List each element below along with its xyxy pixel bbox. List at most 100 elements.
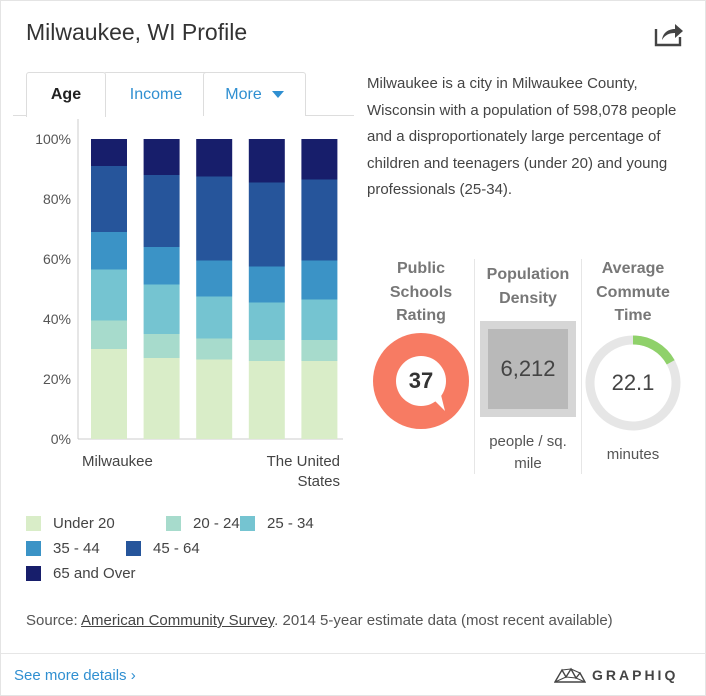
- legend-label: 65 and Over: [53, 565, 136, 582]
- source-suffix: . 2014 5-year estimate data (most recent…: [274, 612, 613, 629]
- bar-segment: [196, 139, 233, 177]
- bar-segment: [301, 361, 338, 439]
- y-tick-label: 20%: [43, 371, 71, 387]
- legend-label: Under 20: [53, 515, 115, 532]
- density-title-line: Density: [499, 289, 557, 307]
- bar-segment: [91, 269, 127, 321]
- commute-unit: minutes: [606, 446, 660, 463]
- tab-income[interactable]: Income: [103, 72, 209, 116]
- stat-divider: [581, 259, 582, 474]
- legend-swatch: [240, 516, 255, 531]
- y-tick-label: 60%: [43, 251, 71, 267]
- schools-title-line: Public: [396, 260, 445, 277]
- chevron-down-icon: [271, 91, 284, 98]
- bar-segment: [196, 260, 233, 297]
- bar-segment: [248, 266, 285, 303]
- bar-segment: [143, 334, 180, 358]
- density-unit-line: mile: [514, 455, 542, 472]
- bar-segment: [196, 176, 233, 261]
- y-tick-label: 0%: [51, 431, 71, 447]
- legend-label: 25 - 34: [267, 515, 314, 532]
- bar-segment: [91, 320, 127, 349]
- bar-segment: [301, 340, 338, 361]
- source-link[interactable]: American Community Survey: [81, 612, 275, 629]
- x-tick-label: States: [297, 473, 340, 490]
- tab-more-label: More: [225, 85, 262, 103]
- legend-item: 20 - 24: [166, 515, 240, 532]
- legend-label: 45 - 64: [153, 540, 200, 557]
- legend-swatch: [26, 516, 41, 531]
- graphiq-logo-icon: [554, 667, 586, 683]
- bar-segment: [301, 139, 338, 180]
- bar-segment: [248, 182, 285, 267]
- density-unit-line: people / sq.: [489, 433, 567, 450]
- legend-swatch: [166, 516, 181, 531]
- legend-item: 25 - 34: [240, 515, 314, 532]
- schools-title-line: Schools: [389, 283, 453, 301]
- bar-segment: [301, 260, 338, 300]
- legend-item: Under 20: [26, 515, 115, 532]
- tab-income-label: Income: [129, 85, 183, 103]
- bar-segment: [196, 359, 233, 439]
- bar-segment: [143, 175, 180, 247]
- legend-item: 65 and Over: [26, 565, 136, 582]
- schools-rating-badge: 37: [373, 333, 469, 429]
- y-tick-label: 100%: [35, 131, 71, 147]
- bar-segment: [91, 232, 127, 270]
- bar-segment: [248, 302, 285, 340]
- bar-segment: [301, 179, 338, 261]
- tab-age-label: Age: [50, 86, 82, 103]
- bar-segment: [248, 139, 285, 183]
- y-tick-label: 40%: [43, 311, 71, 327]
- schools-title-line: Rating: [396, 307, 446, 324]
- brand-name: GRAPHIQ: [592, 667, 679, 683]
- x-tick-label: The United: [267, 453, 340, 470]
- tab-age[interactable]: Age: [26, 72, 106, 117]
- tab-more[interactable]: More: [203, 72, 306, 116]
- schools-title: Public Schools Rating: [373, 257, 469, 328]
- y-tick-label: 80%: [43, 191, 71, 207]
- bar-segment: [143, 284, 180, 334]
- commute-title-line: Commute: [596, 283, 670, 301]
- bar-segment: [196, 296, 233, 339]
- x-tick-label: Milwaukee: [82, 453, 153, 470]
- bar-segment: [91, 166, 127, 232]
- bar-segment: [143, 247, 180, 285]
- bar-segment: [301, 299, 338, 340]
- legend-swatch: [126, 541, 141, 556]
- commute-title-line: Average: [601, 260, 665, 277]
- legend-label: 20 - 24: [193, 515, 240, 532]
- page-title: Milwaukee, WI Profile: [26, 19, 248, 45]
- stat-divider: [474, 259, 475, 474]
- tab-bar: Income More Age: [13, 72, 354, 117]
- share-icon[interactable]: [654, 21, 684, 47]
- legend-label: 35 - 44: [53, 540, 100, 557]
- bar-segment: [91, 139, 127, 166]
- city-description: Milwaukee is a city in Milwaukee County,…: [367, 75, 677, 198]
- bar-segment: [196, 338, 233, 360]
- age-stacked-bar-chart: 0% 20% 40% 60% 80% 100% Milwaukee The United Sta…: [35, 119, 343, 490]
- commute-gauge: [585, 335, 681, 431]
- bar-segment: [143, 358, 180, 439]
- commute-title: Average Commute Time: [583, 257, 683, 328]
- see-more-link[interactable]: See more details ›: [14, 667, 136, 684]
- speech-tail-icon: [429, 395, 445, 411]
- source-prefix: Source:: [26, 612, 82, 629]
- commute-value: 22.1: [611, 370, 655, 395]
- gauge-fill: [632, 335, 675, 365]
- footer: See more details › GRAPHIQ: [1, 653, 706, 696]
- density-value: 6,212: [488, 329, 568, 409]
- brand-logo[interactable]: GRAPHIQ: [554, 666, 678, 684]
- density-box: 6,212: [480, 321, 576, 417]
- legend-swatch: [26, 566, 41, 581]
- legend-swatch: [26, 541, 41, 556]
- source-note: Source: American Community Survey. 2014 …: [26, 612, 613, 629]
- density-unit: people / sq. mile: [475, 431, 581, 475]
- bar-segment: [91, 349, 127, 439]
- bar-segment: [248, 361, 285, 439]
- legend-item: 35 - 44: [26, 540, 100, 557]
- bar-segment: [248, 340, 285, 361]
- density-title: Population Density: [475, 263, 581, 310]
- commute-title-line: Time: [614, 307, 652, 324]
